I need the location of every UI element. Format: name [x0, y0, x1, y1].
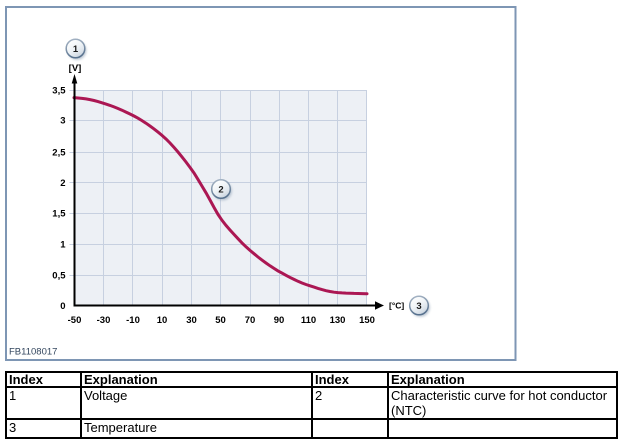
svg-text:3: 3	[416, 301, 421, 312]
svg-text:2: 2	[218, 184, 223, 195]
svg-text:90: 90	[274, 315, 285, 326]
svg-text:70: 70	[245, 315, 256, 326]
svg-text:30: 30	[186, 315, 197, 326]
svg-text:2: 2	[60, 178, 65, 189]
svg-text:[°C]: [°C]	[389, 300, 404, 310]
svg-text:3,5: 3,5	[52, 86, 66, 97]
svg-text:0,5: 0,5	[52, 271, 66, 282]
svg-text:FB1108017: FB1108017	[9, 347, 57, 358]
svg-text:-50: -50	[68, 315, 82, 326]
svg-text:[V]: [V]	[69, 63, 82, 74]
svg-text:1,5: 1,5	[52, 209, 66, 220]
svg-text:150: 150	[359, 315, 375, 326]
svg-text:1: 1	[60, 240, 66, 251]
svg-text:1: 1	[73, 44, 79, 55]
svg-text:2,5: 2,5	[52, 147, 66, 158]
svg-text:50: 50	[215, 315, 226, 326]
svg-text:110: 110	[301, 315, 316, 326]
svg-text:3: 3	[60, 116, 65, 127]
svg-text:-30: -30	[97, 315, 111, 326]
svg-text:0: 0	[60, 301, 65, 312]
svg-text:-10: -10	[126, 315, 140, 326]
svg-text:10: 10	[157, 315, 168, 326]
svg-text:130: 130	[330, 315, 346, 326]
